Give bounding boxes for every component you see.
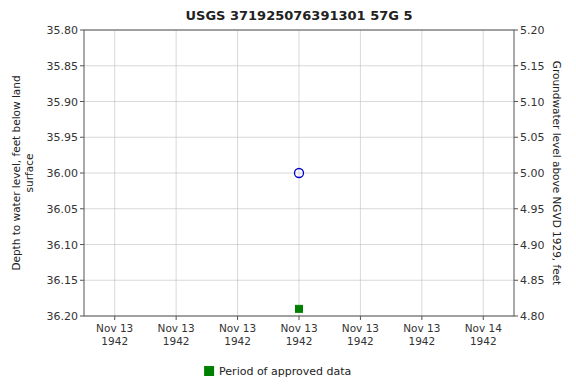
point — [295, 169, 304, 178]
tick — [514, 244, 518, 245]
tick-label: 5.10 — [520, 96, 545, 109]
grid-line — [360, 30, 361, 316]
x-axis: Nov 131942 Nov 131942 Nov 131942 Nov 131942… — [96, 316, 502, 347]
tick-label: 4.80 — [520, 310, 545, 323]
tick-label: 5.15 — [520, 60, 545, 73]
tick — [514, 65, 518, 66]
grid-line — [299, 30, 300, 316]
tick-label: Nov 131942 — [280, 322, 317, 347]
tick-label: Nov 131942 — [158, 322, 195, 347]
title: USGS 371925076391301 57G 5 — [185, 8, 412, 23]
tick-label: Nov 131942 — [96, 322, 133, 347]
tick — [80, 65, 84, 66]
grid-line — [483, 30, 484, 316]
data — [295, 169, 304, 313]
grid-line — [176, 30, 177, 316]
tick — [176, 316, 177, 320]
tick — [514, 208, 518, 209]
tick — [421, 316, 422, 320]
tick — [514, 173, 518, 174]
tick-label: 35.80 — [47, 24, 79, 37]
tick — [80, 280, 84, 281]
y-axis: 35.80 35.85 35.90 35.95 36.00 36.05 36.10 36.15… — [47, 24, 85, 323]
tick-label: 4.85 — [520, 274, 545, 287]
tick — [237, 316, 238, 320]
y2-axis-label: Groundwater level above NGVD 1929, feet — [551, 61, 563, 285]
tick — [80, 208, 84, 209]
tick-label: 36.10 — [47, 239, 79, 252]
tick — [514, 30, 518, 31]
tick — [514, 101, 518, 102]
tick — [80, 173, 84, 174]
tick — [80, 101, 84, 102]
grid-line — [421, 30, 422, 316]
tick-label: 36.20 — [47, 310, 79, 323]
tick-label: 36.05 — [47, 203, 79, 216]
y2-axis: 5.20 5.15 5.10 5.05 5.00 4.95 4.90 4.85 4.80 — [514, 24, 545, 323]
tick — [360, 316, 361, 320]
tick-label: 5.20 — [520, 24, 545, 37]
legend-label: Period of approved data — [219, 365, 351, 378]
tick-label: 36.00 — [47, 167, 79, 180]
grid-line — [237, 30, 238, 316]
tick — [80, 30, 84, 31]
tick-label: 36.15 — [47, 274, 79, 287]
tick — [299, 316, 300, 320]
tick-label: 35.90 — [47, 96, 79, 109]
tick — [80, 316, 84, 317]
y-axis-label: Depth to water level, feet below landsur… — [10, 75, 35, 270]
tick — [114, 316, 115, 320]
tick — [514, 316, 518, 317]
tick — [514, 137, 518, 138]
tick-label: Nov 131942 — [403, 322, 440, 347]
tick-label: Nov 131942 — [342, 322, 379, 347]
tick — [514, 280, 518, 281]
chart: 35.80 35.85 35.90 35.95 36.00 36.05 36.10 36.15… — [0, 0, 576, 384]
tick-label: Nov 131942 — [219, 322, 256, 347]
legend-swatch — [204, 366, 214, 376]
tick-label: 4.90 — [520, 239, 545, 252]
tick-label: Nov 141942 — [465, 322, 503, 347]
tick — [80, 137, 84, 138]
tick-label: 5.05 — [520, 131, 545, 144]
grid-line — [114, 30, 115, 316]
tick-label: 5.00 — [520, 167, 545, 180]
legend: Period of approved data — [204, 365, 351, 378]
point — [296, 305, 303, 312]
tick-label: 35.85 — [47, 60, 79, 73]
plot-frame — [84, 30, 514, 316]
grid — [84, 30, 514, 316]
tick — [80, 244, 84, 245]
tick-label: 4.95 — [520, 203, 545, 216]
tick — [483, 316, 484, 320]
tick-label: 35.95 — [47, 131, 79, 144]
